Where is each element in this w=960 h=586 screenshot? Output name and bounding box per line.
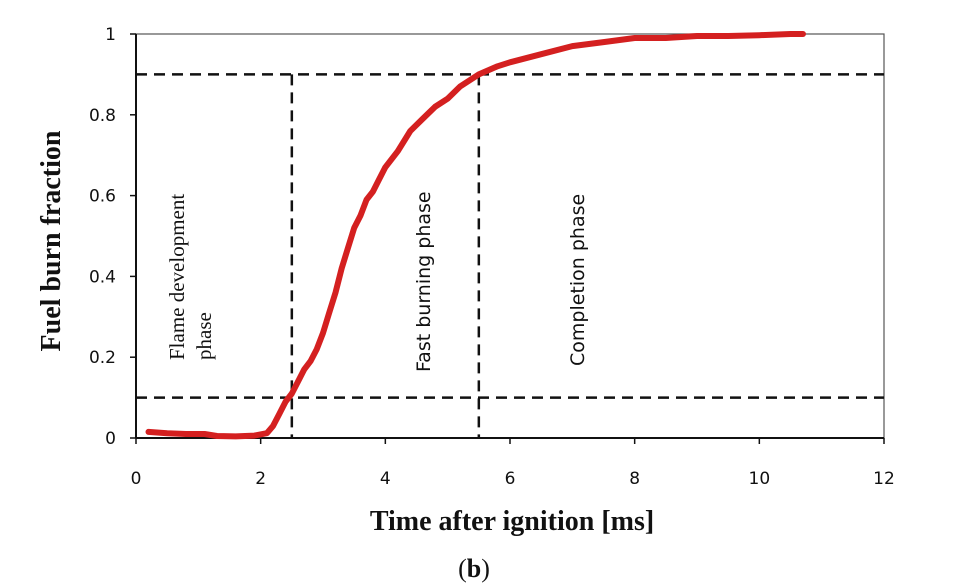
- y-tick-label: 0.4: [89, 267, 116, 287]
- phase-label-flame-development: Flame development: [165, 194, 189, 360]
- burn-fraction-series-line: [145, 31, 806, 440]
- x-tick-label: 6: [505, 469, 516, 489]
- figure-caption: (b): [458, 554, 490, 583]
- y-axis-title: Fuel burn fraction: [36, 130, 67, 351]
- x-tick-label: 10: [749, 469, 771, 489]
- x-axis-title: Time after ignition [ms]: [370, 506, 654, 537]
- axis-ticks: 0 2 4 6 8 10 12 0 0.2 0.4 0.6 0.8 1: [89, 25, 895, 489]
- x-tick-label: 0: [131, 469, 142, 489]
- y-tick-label: 0.8: [89, 106, 116, 126]
- caption-open-paren: (: [458, 554, 467, 583]
- x-tick-label: 4: [380, 469, 391, 489]
- y-tick-label: 1: [105, 25, 116, 45]
- y-tick-label: 0: [105, 429, 116, 449]
- caption-letter: b: [467, 554, 481, 583]
- x-tick-label: 8: [629, 469, 640, 489]
- x-tick-label: 2: [255, 469, 266, 489]
- y-tick-label: 0.6: [89, 187, 116, 207]
- x-tick-label: 12: [873, 469, 895, 489]
- plot-frame: [135, 33, 885, 439]
- phase-label-completion: Completion phase: [567, 194, 589, 366]
- phase-label-flame-development-line2: phase: [192, 312, 216, 360]
- y-tick-label: 0.2: [89, 348, 116, 368]
- phase-boundary-lines: [136, 73, 884, 438]
- caption-close-paren: ): [481, 554, 490, 583]
- phase-label-fast-burning: Fast burning phase: [413, 191, 435, 372]
